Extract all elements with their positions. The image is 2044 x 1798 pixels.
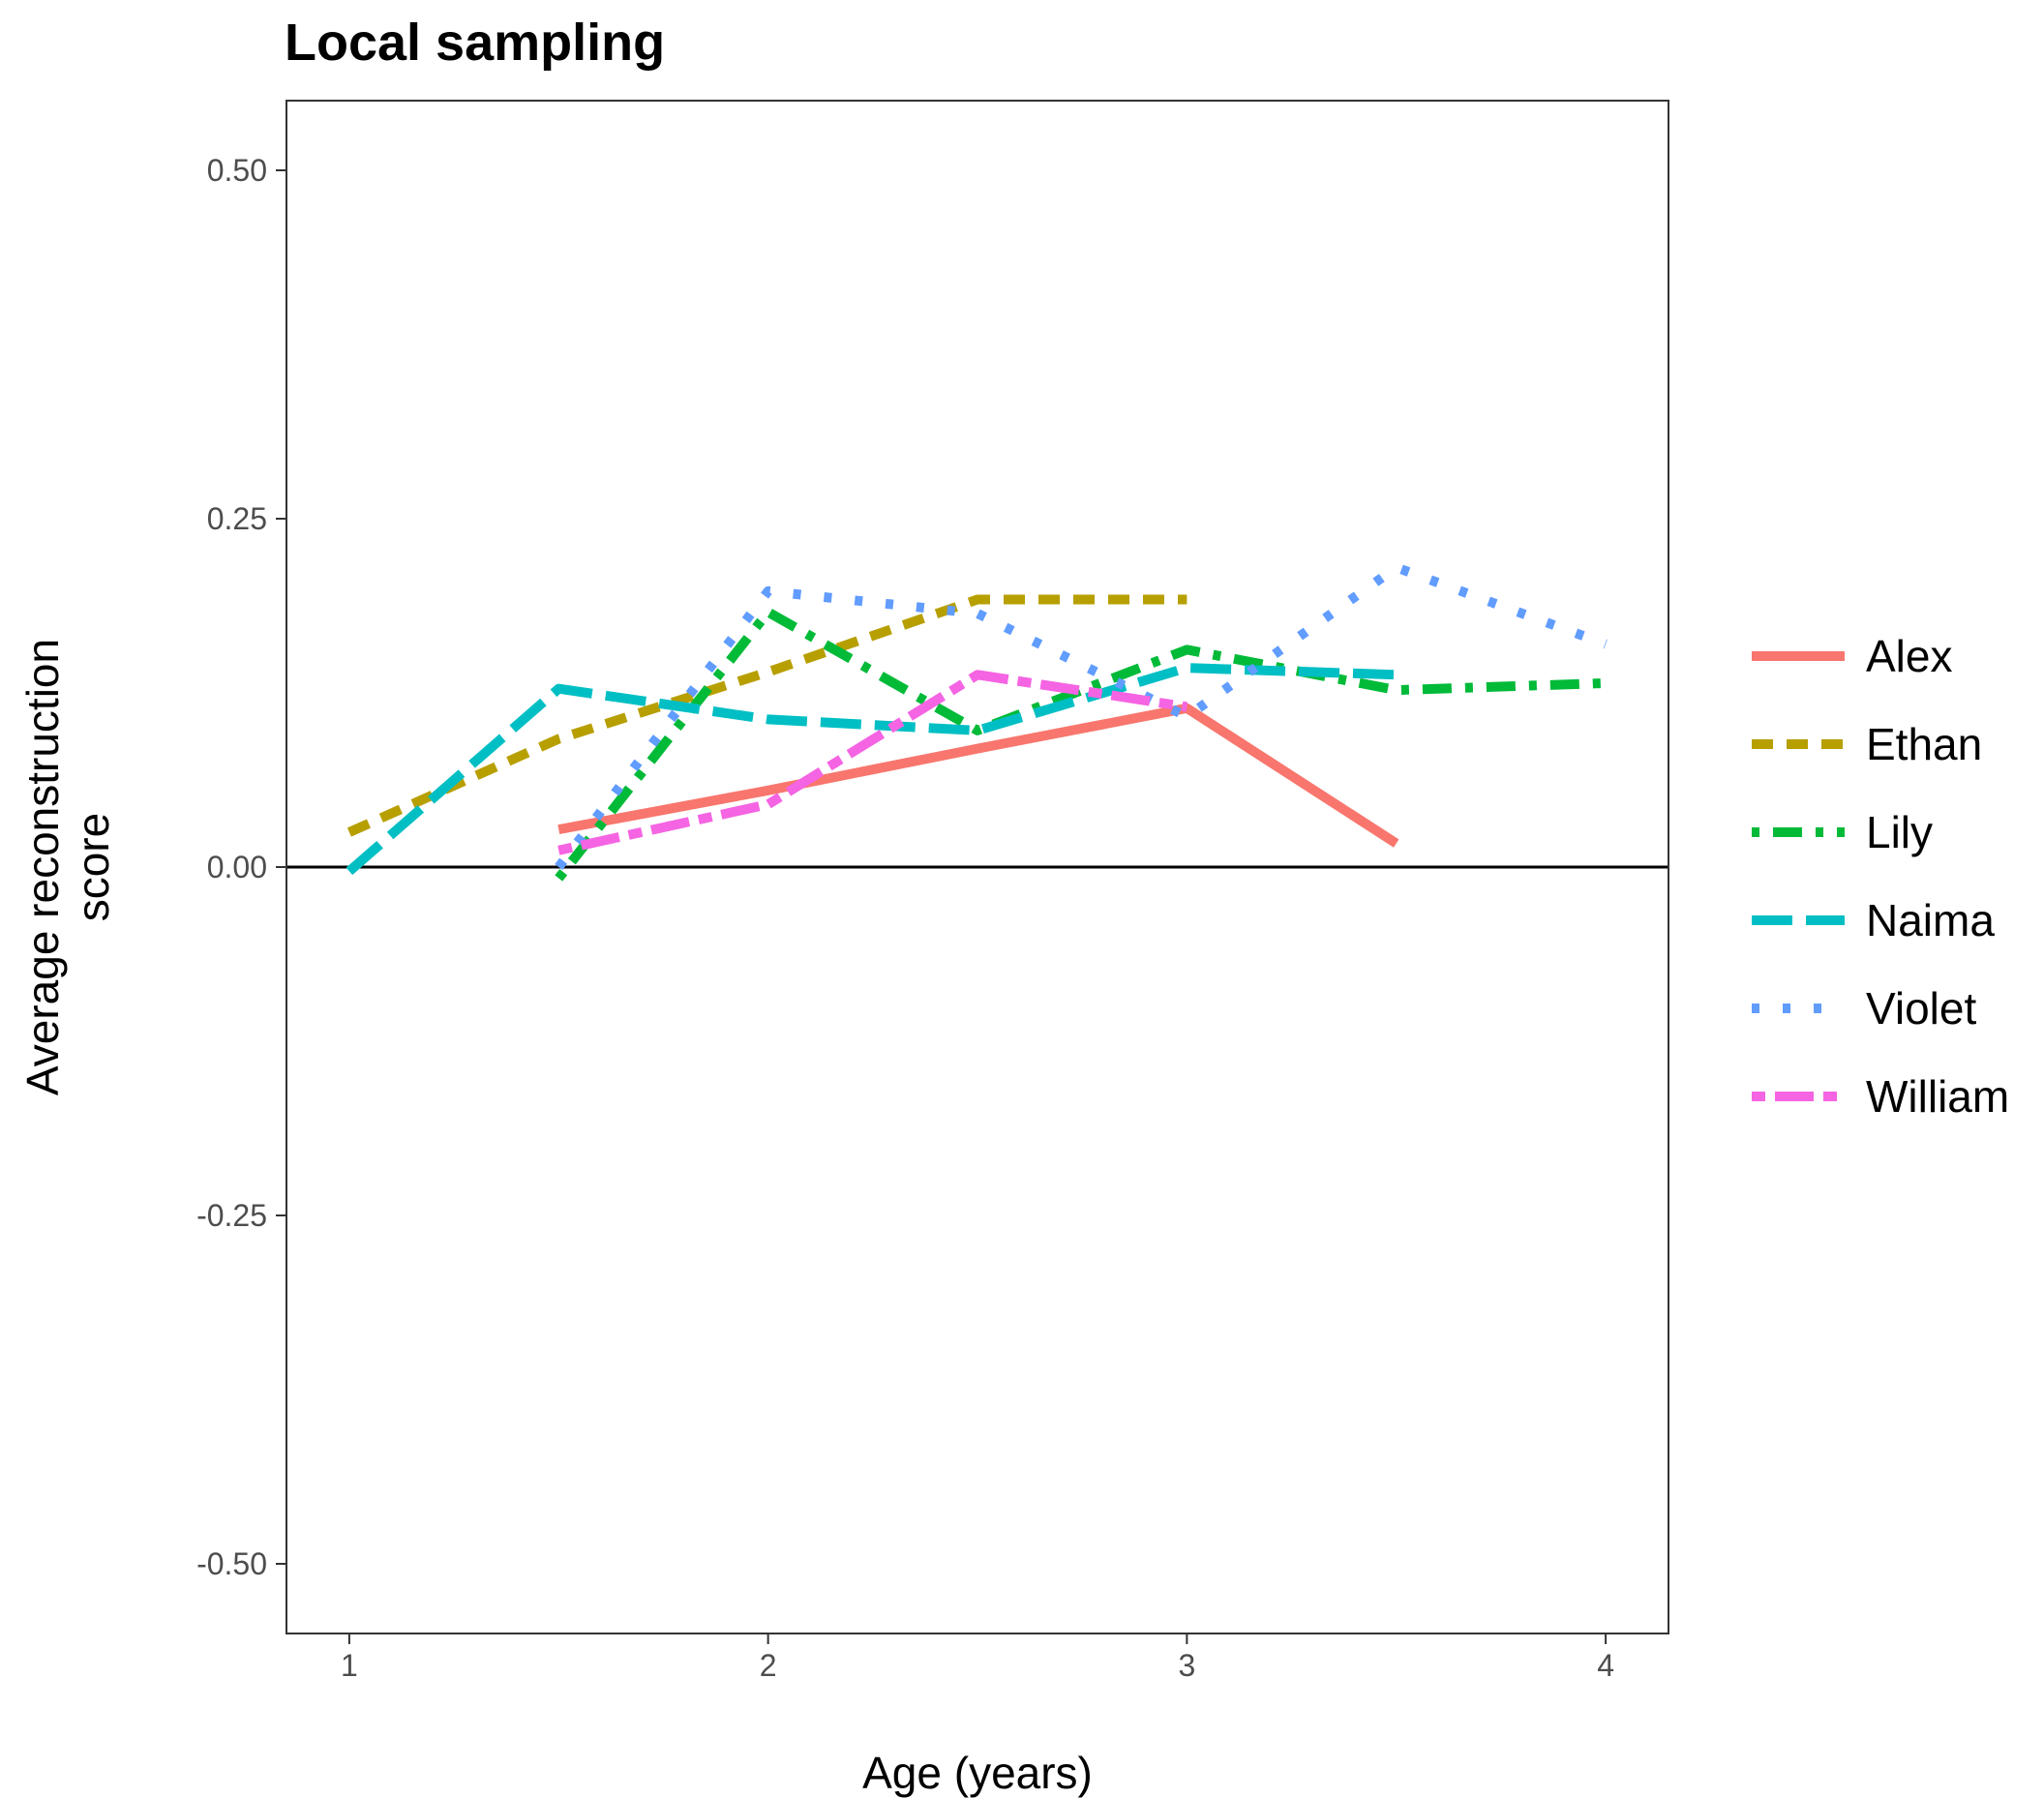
plot-panel-border — [286, 100, 1669, 1634]
legend-label-alex: Alex — [1866, 631, 1952, 681]
y-axis-title: Average reconstructionscore — [17, 639, 118, 1095]
legend-label-naima: Naima — [1866, 895, 1995, 945]
y-tick-label: -0.25 — [196, 1198, 267, 1233]
legend-label-lily: Lily — [1866, 807, 1933, 857]
y-axis-ticks: -0.50 -0.25 0.00 0.25 0.50 — [196, 153, 286, 1581]
y-tick-label: 0.50 — [207, 153, 267, 188]
x-tick-label: 4 — [1597, 1648, 1614, 1683]
y-tick-label: 0.25 — [207, 501, 267, 536]
x-tick-label: 1 — [341, 1648, 358, 1683]
series-line-lily — [555, 607, 1607, 882]
chart-title: Local sampling — [285, 14, 665, 72]
x-axis-title: Age (years) — [862, 1748, 1093, 1798]
series-line-naima — [346, 663, 1397, 876]
legend-label-violet: Violet — [1866, 983, 1976, 1034]
series-lines — [346, 562, 1608, 882]
legend-label-william: William — [1866, 1071, 2009, 1122]
x-axis-ticks: 1 2 3 4 — [341, 1633, 1614, 1683]
x-tick-label: 2 — [760, 1648, 777, 1683]
y-axis-title-line: Average reconstruction — [17, 639, 68, 1095]
legend-label-ethan: Ethan — [1866, 719, 1982, 769]
y-tick-label: 0.00 — [207, 850, 267, 884]
series-line-violet — [555, 562, 1608, 871]
legend: Alex Ethan Lily Naima Violet William — [1752, 631, 2009, 1122]
series-line-ethan — [346, 594, 1187, 837]
y-axis-title-line: score — [68, 813, 118, 921]
series-line-william — [557, 670, 1188, 855]
series-line-alex — [557, 703, 1399, 848]
y-tick-label: -0.50 — [196, 1546, 267, 1581]
x-tick-label: 3 — [1178, 1648, 1195, 1683]
